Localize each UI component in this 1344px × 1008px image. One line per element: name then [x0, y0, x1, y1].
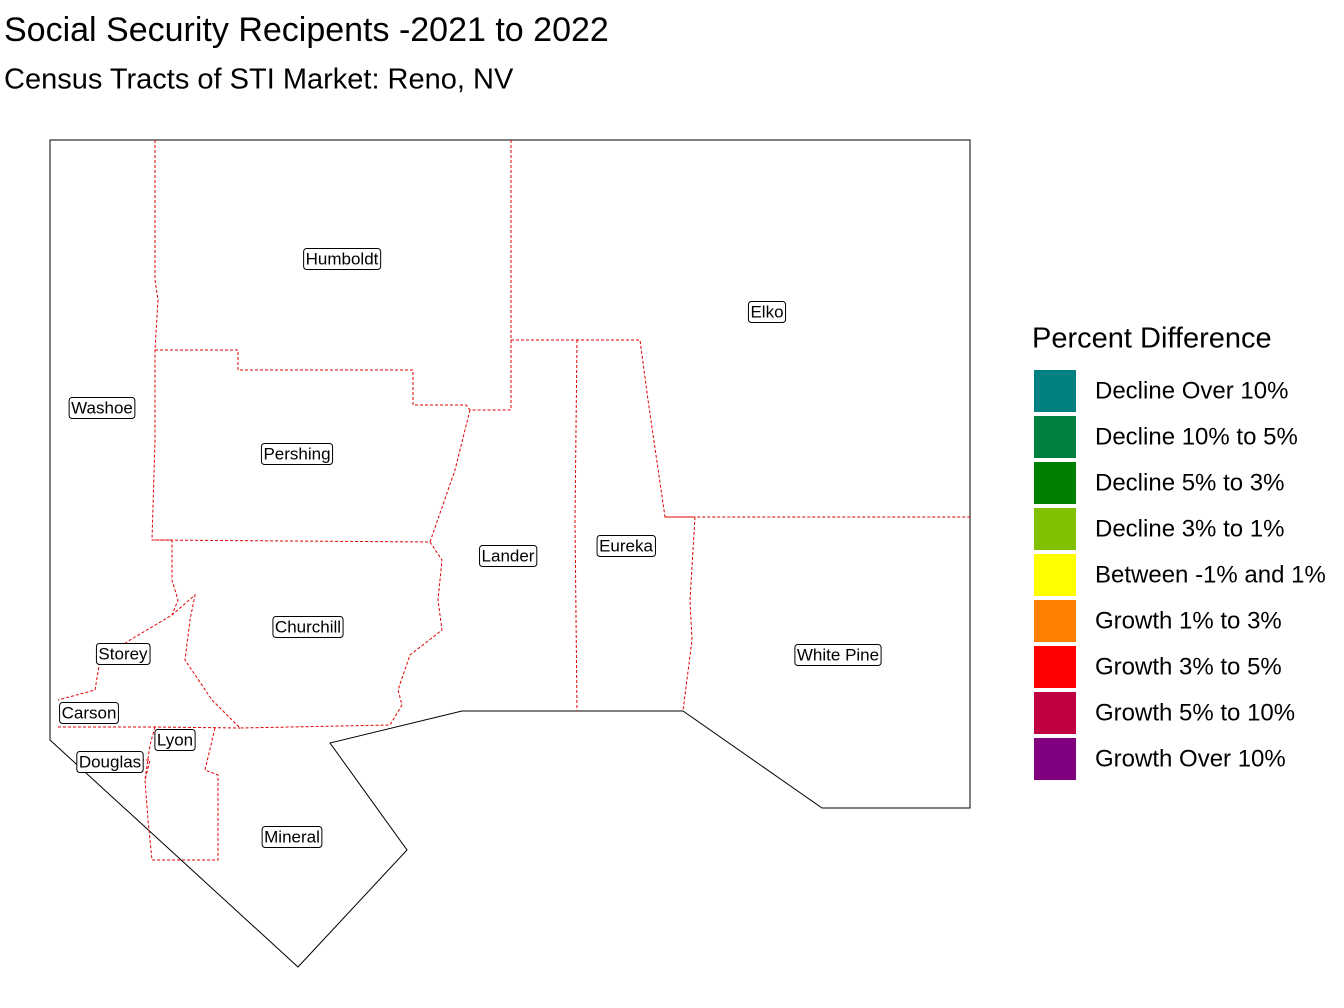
county-label: Douglas — [76, 750, 144, 773]
label-box — [261, 825, 323, 848]
legend-label: Between -1% and 1% — [1095, 561, 1326, 588]
county-name: Douglas — [79, 752, 141, 771]
county-name: Lyon — [157, 730, 193, 749]
county-border — [574, 339, 578, 712]
label-box — [95, 642, 151, 665]
county-border — [151, 140, 179, 616]
county-label: Eureka — [596, 534, 656, 557]
county-label: Humboldt — [303, 247, 382, 270]
label-box — [68, 396, 136, 419]
county-label: Churchill — [272, 615, 344, 638]
county-labels: Humboldt Elko Washoe Pershing Lander Eureka Ch… — [59, 247, 882, 848]
county-label: White Pine — [794, 643, 882, 666]
county-label: Carson — [59, 701, 119, 724]
label-box — [303, 247, 382, 270]
county-label: Mineral — [261, 825, 323, 848]
label-box — [154, 728, 196, 751]
county-name: Humboldt — [306, 249, 379, 268]
legend-label: Decline 10% to 5% — [1095, 423, 1298, 450]
county-label: Elko — [747, 300, 787, 323]
county-name: Eureka — [599, 536, 653, 555]
county-name: White Pine — [797, 645, 879, 664]
legend-swatch — [1034, 646, 1076, 688]
legend-swatch — [1034, 600, 1076, 642]
legend-title: Percent Difference — [1032, 323, 1272, 355]
legend-label: Decline 3% to 1% — [1095, 515, 1284, 542]
label-box — [596, 534, 656, 557]
legend-swatch — [1034, 508, 1076, 550]
county-border — [665, 516, 696, 712]
title: Social Security Recipents -2021 to 2022 — [4, 11, 609, 49]
county-name: Carson — [62, 703, 117, 722]
county-label: Lander — [479, 544, 538, 567]
legend-label: Decline 5% to 3% — [1095, 469, 1284, 496]
legend-swatch — [1034, 370, 1076, 412]
county-border — [130, 727, 219, 861]
legend-label: Growth 1% to 3% — [1095, 607, 1282, 634]
county-name: Pershing — [263, 444, 330, 463]
legend-swatch — [1034, 692, 1076, 734]
legend-label: Growth 5% to 10% — [1095, 699, 1295, 726]
legend-swatch — [1034, 554, 1076, 596]
county-border — [155, 349, 511, 411]
county-name: Washoe — [71, 398, 133, 417]
legend: Decline Over 10% Decline 10% to 5% Decline… — [1034, 370, 1326, 780]
county-border — [144, 726, 156, 781]
county-name: Mineral — [264, 827, 320, 846]
county-name: Storey — [98, 644, 148, 663]
label-box — [76, 750, 144, 773]
legend-swatch — [1034, 416, 1076, 458]
county-name: Churchill — [275, 617, 341, 636]
legend-swatch — [1034, 462, 1076, 504]
label-box — [479, 544, 538, 567]
county-name: Lander — [482, 546, 535, 565]
subtitle: Census Tracts of STI Market: Reno, NV — [4, 64, 514, 96]
county-label: Storey — [95, 642, 151, 665]
label-box — [59, 701, 119, 724]
county-label: Pershing — [260, 442, 334, 465]
legend-swatch — [1034, 738, 1076, 780]
legend-label: Growth Over 10% — [1095, 745, 1286, 772]
county-border — [151, 409, 471, 543]
county-border — [511, 339, 970, 518]
legend-label: Decline Over 10% — [1095, 377, 1288, 404]
label-box — [260, 442, 334, 465]
county-name: Elko — [750, 302, 783, 321]
label-box — [794, 643, 882, 666]
county-label: Washoe — [68, 396, 136, 419]
county-label: Lyon — [154, 728, 196, 751]
label-box — [747, 300, 787, 323]
label-box — [272, 615, 344, 638]
legend-label: Growth 3% to 5% — [1095, 653, 1282, 680]
